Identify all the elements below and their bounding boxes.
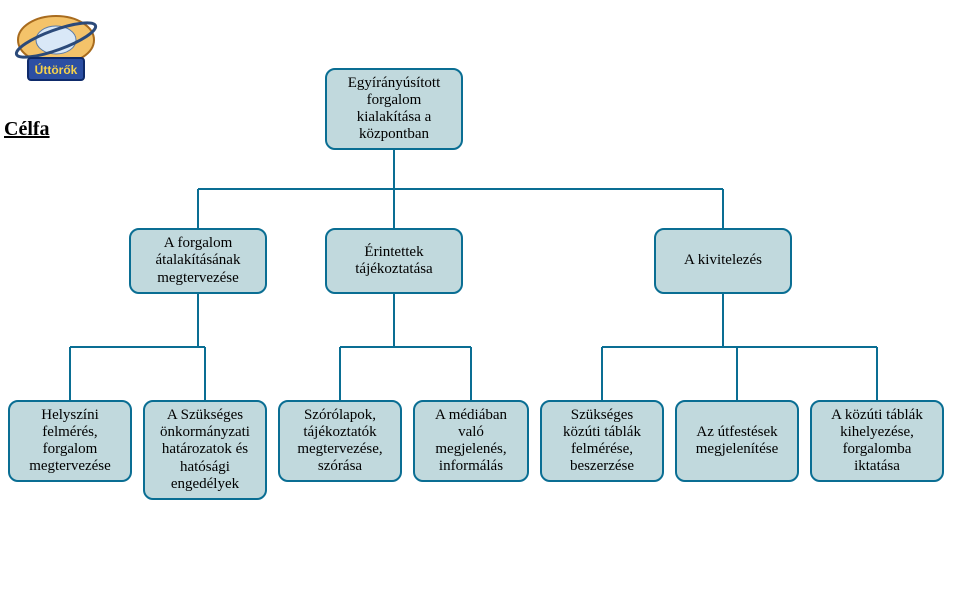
node-c4: A médiában való megjelenés, informálás (413, 400, 529, 482)
svg-text:Úttörők: Úttörők (35, 62, 78, 77)
node-m1: A forgalom átalakításának megtervezése (129, 228, 267, 294)
node-m3: A kivitelezés (654, 228, 792, 294)
node-c6: Az útfestések megjelenítése (675, 400, 799, 482)
node-m2: Érintettek tájékoztatása (325, 228, 463, 294)
node-c2: A Szükséges önkormányzati határozatok és… (143, 400, 267, 500)
node-root: Egyírányúsított forgalom kialakítása a k… (325, 68, 463, 150)
logo-badge: Úttörők (6, 6, 106, 94)
connector-layer (0, 0, 960, 593)
node-c5: Szükséges közúti táblák felmérése, besze… (540, 400, 664, 482)
node-c7: A közúti táblák kihelyezése, forgalomba … (810, 400, 944, 482)
node-c3: Szórólapok, tájékoztatók megtervezése, s… (278, 400, 402, 482)
node-c1: Helyszíni felmérés, forgalom megtervezés… (8, 400, 132, 482)
diagram-title: Célfa (4, 118, 50, 141)
